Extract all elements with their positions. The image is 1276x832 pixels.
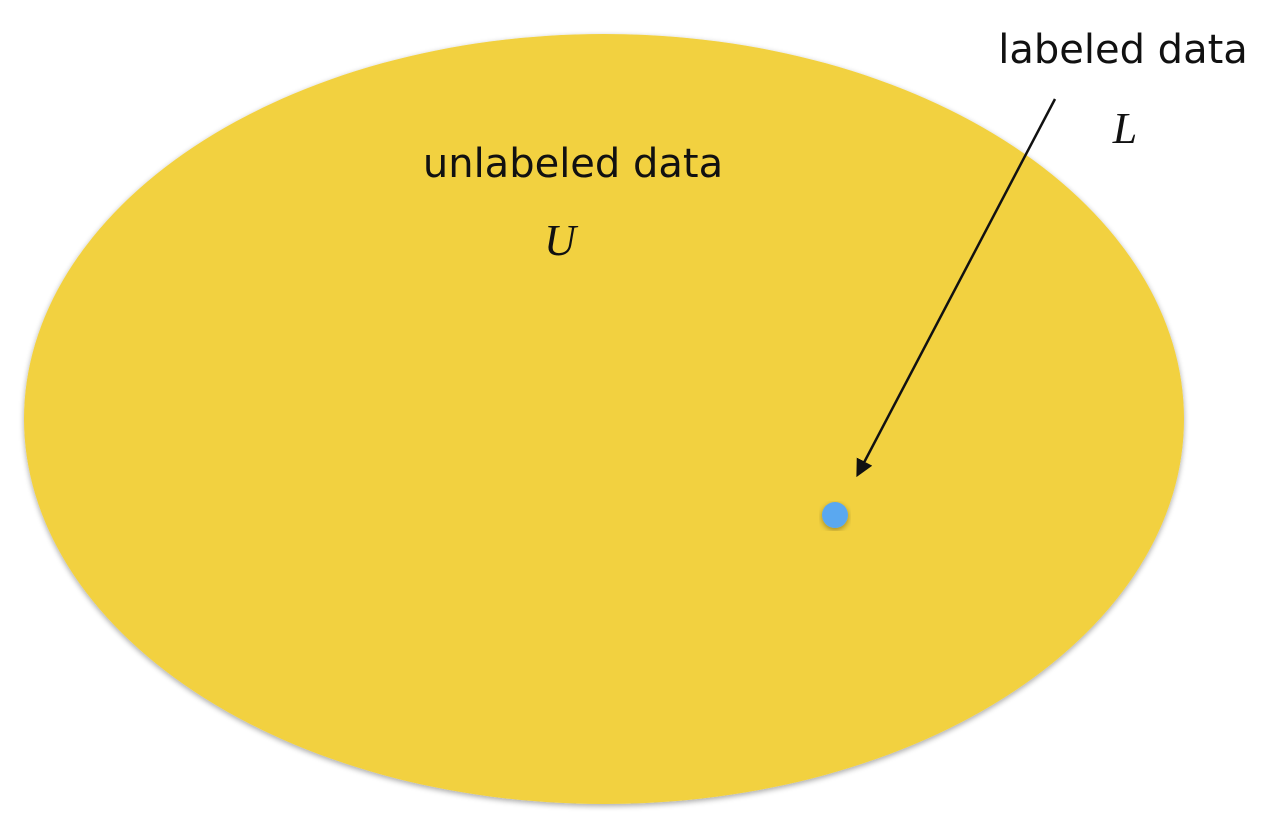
labeled-data-label: labeled data: [998, 27, 1248, 73]
pointer-arrow: [856, 98, 1057, 478]
unlabeled-data-symbol: U: [544, 216, 579, 265]
unlabeled-data-label: unlabeled data: [423, 141, 723, 187]
labeled-data-symbol: L: [1112, 104, 1137, 153]
labeled-data-point: [822, 502, 848, 528]
unlabeled-data-set: [24, 34, 1184, 804]
